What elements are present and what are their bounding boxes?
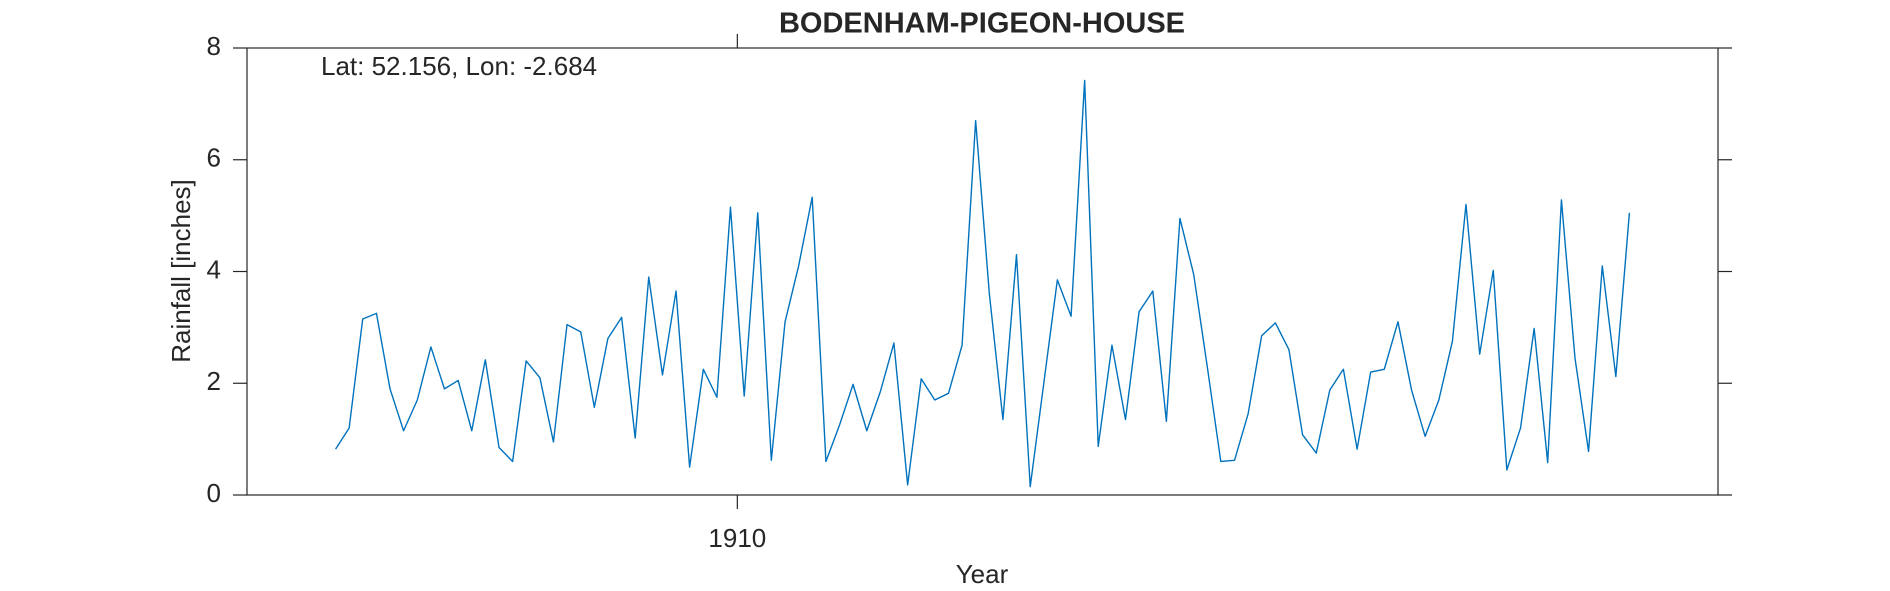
x-axis-label: Year [956,559,1009,589]
y-axis-label: Rainfall [inches] [166,179,196,363]
data-line [335,79,1631,488]
x-tick-label: 1910 [708,523,766,553]
y-tick-label: 8 [207,31,221,61]
y-tick-label: 0 [207,478,221,508]
y-tick-label: 4 [207,254,221,284]
plot-frame [246,47,1719,496]
chart-title: BODENHAM-PIGEON-HOUSE [779,8,1185,40]
annotation: Lat: 52.156, Lon: -2.684 [321,51,597,81]
y-tick-label: 2 [207,366,221,396]
y-tick-label: 6 [207,143,221,173]
